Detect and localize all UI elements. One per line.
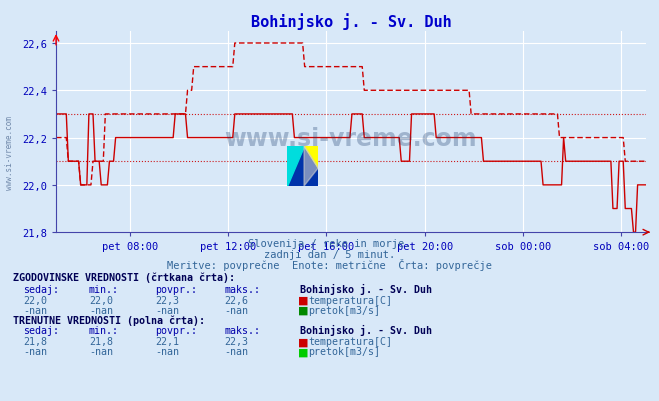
Polygon shape — [287, 146, 304, 186]
Text: min.:: min.: — [89, 284, 119, 294]
Text: 22,6: 22,6 — [224, 295, 248, 305]
Text: Bohinjsko j. - Sv. Duh: Bohinjsko j. - Sv. Duh — [300, 325, 432, 336]
Text: 22,0: 22,0 — [89, 295, 113, 305]
Text: 22,0: 22,0 — [23, 295, 47, 305]
Text: 22,3: 22,3 — [224, 336, 248, 346]
Text: ■: ■ — [298, 346, 308, 356]
Text: -nan: -nan — [155, 346, 179, 356]
Title: Bohinjsko j. - Sv. Duh: Bohinjsko j. - Sv. Duh — [250, 13, 451, 30]
Text: ■: ■ — [298, 305, 308, 315]
Text: 22,3: 22,3 — [155, 295, 179, 305]
Text: temperatura[C]: temperatura[C] — [308, 336, 392, 346]
Text: maks.:: maks.: — [224, 284, 260, 294]
Text: zadnji dan / 5 minut.: zadnji dan / 5 minut. — [264, 249, 395, 259]
Text: min.:: min.: — [89, 326, 119, 336]
Text: -nan: -nan — [23, 346, 47, 356]
Text: TRENUTNE VREDNOSTI (polna črta):: TRENUTNE VREDNOSTI (polna črta): — [13, 314, 205, 325]
Text: -nan: -nan — [23, 305, 47, 315]
Text: www.si-vreme.com: www.si-vreme.com — [5, 115, 14, 189]
Text: www.si-vreme.com: www.si-vreme.com — [225, 126, 477, 150]
Text: sedaj:: sedaj: — [23, 326, 59, 336]
Text: -nan: -nan — [224, 305, 248, 315]
Text: temperatura[C]: temperatura[C] — [308, 295, 392, 305]
Text: 22,1: 22,1 — [155, 336, 179, 346]
Text: Bohinjsko j. - Sv. Duh: Bohinjsko j. - Sv. Duh — [300, 283, 432, 294]
Text: sedaj:: sedaj: — [23, 284, 59, 294]
Text: -nan: -nan — [224, 346, 248, 356]
Polygon shape — [304, 146, 318, 168]
Text: povpr.:: povpr.: — [155, 284, 197, 294]
Text: 21,8: 21,8 — [89, 336, 113, 346]
Text: 21,8: 21,8 — [23, 336, 47, 346]
Text: pretok[m3/s]: pretok[m3/s] — [308, 346, 380, 356]
Text: maks.:: maks.: — [224, 326, 260, 336]
Text: ZGODOVINSKE VREDNOSTI (črtkana črta):: ZGODOVINSKE VREDNOSTI (črtkana črta): — [13, 272, 235, 283]
Text: -nan: -nan — [89, 346, 113, 356]
Text: -nan: -nan — [155, 305, 179, 315]
Text: pretok[m3/s]: pretok[m3/s] — [308, 305, 380, 315]
Text: povpr.:: povpr.: — [155, 326, 197, 336]
Polygon shape — [304, 146, 318, 186]
Text: ■: ■ — [298, 295, 308, 305]
Text: -nan: -nan — [89, 305, 113, 315]
Text: ■: ■ — [298, 336, 308, 346]
Text: Meritve: povprečne  Enote: metrične  Črta: povprečje: Meritve: povprečne Enote: metrične Črta:… — [167, 258, 492, 270]
Text: Slovenija / reke in morje.: Slovenija / reke in morje. — [248, 239, 411, 249]
